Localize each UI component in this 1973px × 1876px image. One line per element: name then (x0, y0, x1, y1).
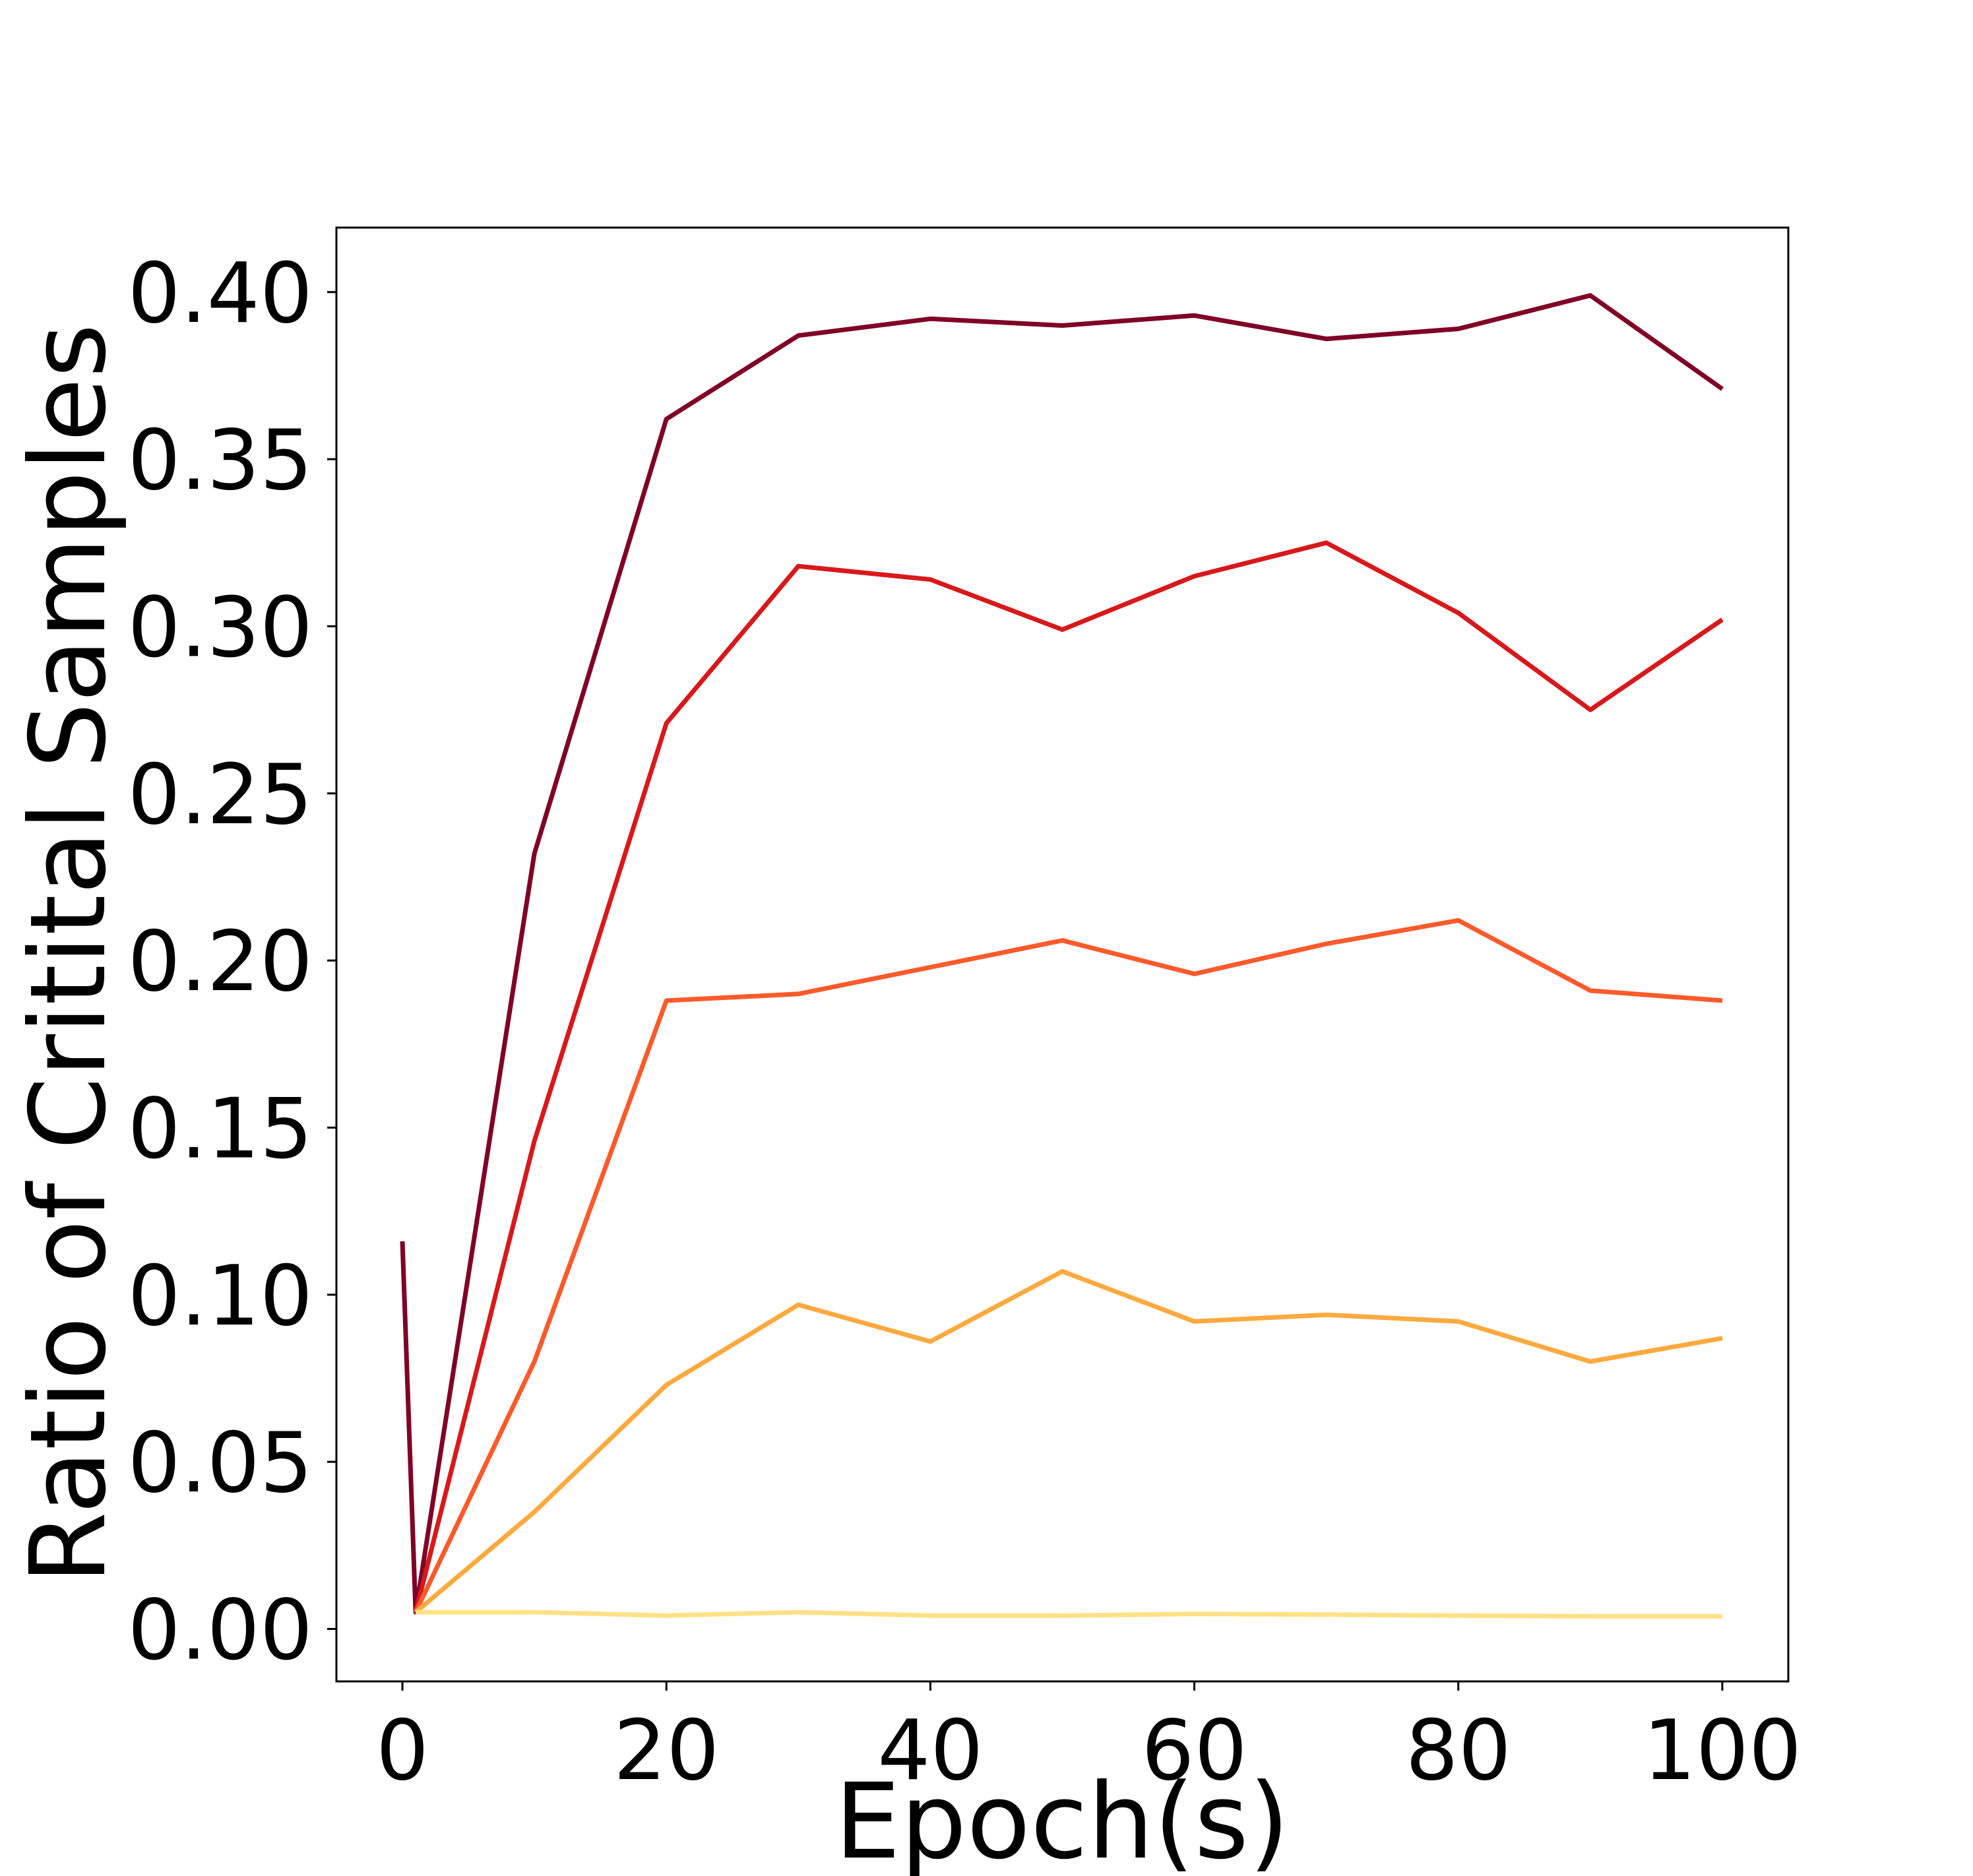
ticks-layer: 0 20 40 60 80 100 0.00 0.05 0.10 0.15 0.20 0.25 0.30… (127, 245, 1801, 1799)
x-tick-label: 100 (1643, 1702, 1802, 1799)
plot-frame (335, 226, 1790, 1683)
x-axis-title: Epoch(s) (834, 1761, 1289, 1876)
series-layer (400, 293, 1724, 1619)
y-axis-title: Ratio of Critital Samples (8, 323, 129, 1584)
series-line-2 (413, 540, 1724, 1613)
y-tick-label: 0.40 (127, 245, 313, 342)
y-tick-label: 0.30 (127, 578, 313, 675)
y-tick-label: 0.10 (127, 1247, 313, 1344)
y-tick-label: 0.05 (127, 1414, 313, 1511)
series-line-3 (413, 918, 1723, 1613)
x-tick-label: 80 (1406, 1702, 1511, 1799)
y-tick-label: 0.15 (127, 1080, 313, 1177)
x-tick-label: 20 (613, 1702, 719, 1799)
y-tick-label: 0.20 (127, 913, 313, 1010)
series-line-4 (414, 1268, 1723, 1614)
x-tick-label: 0 (376, 1702, 429, 1799)
x-tick-label: 40 (877, 1702, 983, 1799)
y-tick-label: 0.25 (127, 746, 313, 843)
x-tick-label: 60 (1141, 1702, 1247, 1799)
y-tick-label: 0.35 (127, 412, 313, 509)
y-tick-label: 0.00 (127, 1581, 313, 1678)
series-line-1 (400, 293, 1724, 1615)
series-line-5 (416, 1610, 1722, 1619)
